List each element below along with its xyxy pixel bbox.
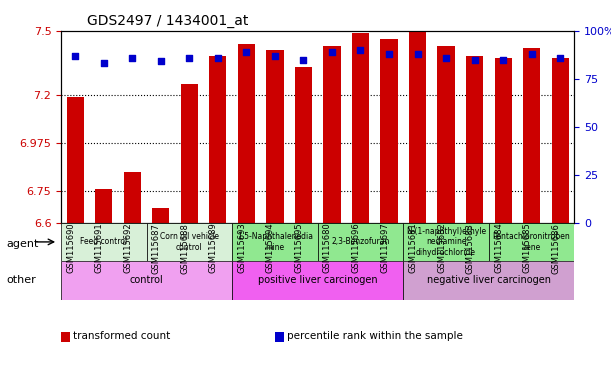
- Text: GSM115680: GSM115680: [323, 223, 332, 273]
- Bar: [124, 172, 141, 223]
- Bar: [238, 43, 255, 223]
- Text: positive liver carcinogen: positive liver carcinogen: [258, 275, 378, 285]
- Point: [498, 56, 508, 63]
- Bar: [437, 46, 455, 223]
- Text: GSM115693: GSM115693: [238, 223, 246, 273]
- Bar: [323, 46, 340, 223]
- Text: GSM115681: GSM115681: [409, 223, 417, 273]
- Text: GSM115691: GSM115691: [95, 223, 104, 273]
- Point: [213, 55, 223, 61]
- Point: [356, 47, 365, 53]
- Point: [299, 56, 309, 63]
- Text: 2,3-Benzofuran: 2,3-Benzofuran: [331, 237, 390, 247]
- Point: [99, 60, 109, 66]
- Point: [384, 51, 394, 57]
- Point: [270, 53, 280, 59]
- Text: Feed control: Feed control: [80, 237, 128, 247]
- Text: control: control: [130, 275, 164, 285]
- Text: N-(1-naphthyl)ethyle
nediamine
dihydrochloride: N-(1-naphthyl)ethyle nediamine dihydroch…: [406, 227, 486, 257]
- Bar: [523, 48, 540, 223]
- Bar: [381, 39, 398, 223]
- Text: GSM115697: GSM115697: [380, 223, 389, 273]
- Bar: [352, 33, 369, 223]
- Text: GSM115685: GSM115685: [522, 223, 532, 273]
- FancyBboxPatch shape: [318, 223, 403, 261]
- Text: GSM115688: GSM115688: [180, 223, 189, 273]
- Bar: [152, 208, 169, 223]
- Bar: [95, 189, 112, 223]
- Text: GSM115683: GSM115683: [466, 223, 475, 273]
- Text: GSM115695: GSM115695: [295, 223, 304, 273]
- Text: percentile rank within the sample: percentile rank within the sample: [287, 331, 463, 341]
- Point: [241, 49, 251, 55]
- FancyBboxPatch shape: [147, 223, 232, 261]
- Point: [412, 51, 422, 57]
- Bar: [552, 58, 569, 223]
- Text: agent: agent: [6, 239, 38, 249]
- Point: [441, 55, 451, 61]
- Text: GSM115682: GSM115682: [437, 223, 446, 273]
- FancyBboxPatch shape: [61, 261, 232, 300]
- Bar: [494, 58, 511, 223]
- Text: GSM115689: GSM115689: [209, 223, 218, 273]
- Text: GSM115686: GSM115686: [551, 223, 560, 273]
- Point: [156, 58, 166, 65]
- Text: GSM115696: GSM115696: [351, 223, 360, 273]
- FancyBboxPatch shape: [489, 223, 574, 261]
- Text: other: other: [6, 275, 36, 285]
- Text: GSM115690: GSM115690: [67, 223, 75, 273]
- Text: Pentachloronitroben
zene: Pentachloronitroben zene: [492, 232, 571, 252]
- Text: Corn oil vehicle
control: Corn oil vehicle control: [160, 232, 219, 252]
- Point: [70, 53, 80, 59]
- Text: GSM115692: GSM115692: [123, 223, 133, 273]
- FancyBboxPatch shape: [403, 223, 489, 261]
- Point: [185, 55, 194, 61]
- FancyBboxPatch shape: [232, 261, 403, 300]
- FancyBboxPatch shape: [232, 223, 318, 261]
- Point: [527, 51, 536, 57]
- Point: [470, 56, 480, 63]
- Bar: [295, 67, 312, 223]
- Point: [327, 49, 337, 55]
- Text: GSM115694: GSM115694: [266, 223, 275, 273]
- Text: 1,5-Naphthalenedia
mine: 1,5-Naphthalenedia mine: [237, 232, 313, 252]
- Point: [555, 55, 565, 61]
- Text: GDS2497 / 1434001_at: GDS2497 / 1434001_at: [87, 14, 248, 28]
- Text: transformed count: transformed count: [73, 331, 170, 341]
- FancyBboxPatch shape: [61, 223, 147, 261]
- FancyBboxPatch shape: [403, 261, 574, 300]
- Text: GSM115684: GSM115684: [494, 223, 503, 273]
- Bar: [409, 31, 426, 223]
- Point: [128, 55, 137, 61]
- Bar: [67, 97, 84, 223]
- Bar: [466, 56, 483, 223]
- Text: GSM115687: GSM115687: [152, 223, 161, 273]
- Bar: [210, 56, 227, 223]
- Bar: [181, 84, 198, 223]
- Bar: [266, 50, 284, 223]
- Text: negative liver carcinogen: negative liver carcinogen: [427, 275, 551, 285]
